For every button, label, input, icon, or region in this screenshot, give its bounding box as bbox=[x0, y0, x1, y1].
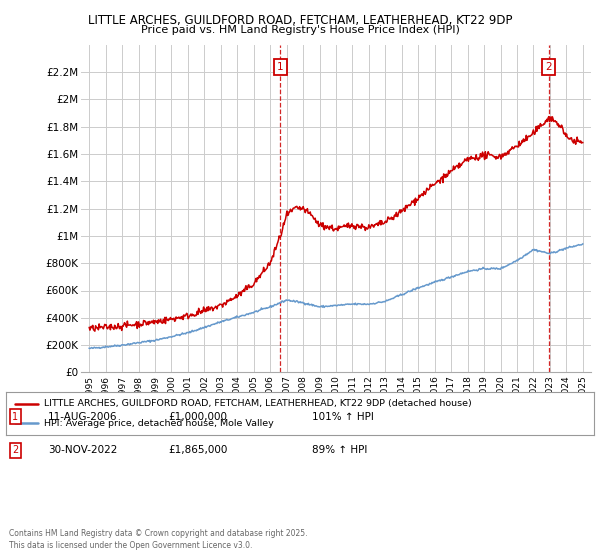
Text: Contains HM Land Registry data © Crown copyright and database right 2025.
This d: Contains HM Land Registry data © Crown c… bbox=[9, 529, 308, 550]
Text: 1: 1 bbox=[277, 62, 284, 72]
Text: 2: 2 bbox=[545, 62, 552, 72]
Text: 101% ↑ HPI: 101% ↑ HPI bbox=[312, 412, 374, 422]
Text: 30-NOV-2022: 30-NOV-2022 bbox=[48, 445, 118, 455]
Text: 89% ↑ HPI: 89% ↑ HPI bbox=[312, 445, 367, 455]
Text: LITTLE ARCHES, GUILDFORD ROAD, FETCHAM, LEATHERHEAD, KT22 9DP (detached house): LITTLE ARCHES, GUILDFORD ROAD, FETCHAM, … bbox=[44, 399, 472, 408]
Text: £1,865,000: £1,865,000 bbox=[168, 445, 227, 455]
Text: LITTLE ARCHES, GUILDFORD ROAD, FETCHAM, LEATHERHEAD, KT22 9DP: LITTLE ARCHES, GUILDFORD ROAD, FETCHAM, … bbox=[88, 14, 512, 27]
Text: 1: 1 bbox=[12, 412, 18, 422]
Text: £1,000,000: £1,000,000 bbox=[168, 412, 227, 422]
Text: Price paid vs. HM Land Registry's House Price Index (HPI): Price paid vs. HM Land Registry's House … bbox=[140, 25, 460, 35]
Text: 2: 2 bbox=[12, 445, 18, 455]
Text: HPI: Average price, detached house, Mole Valley: HPI: Average price, detached house, Mole… bbox=[44, 419, 274, 428]
Text: 11-AUG-2006: 11-AUG-2006 bbox=[48, 412, 118, 422]
